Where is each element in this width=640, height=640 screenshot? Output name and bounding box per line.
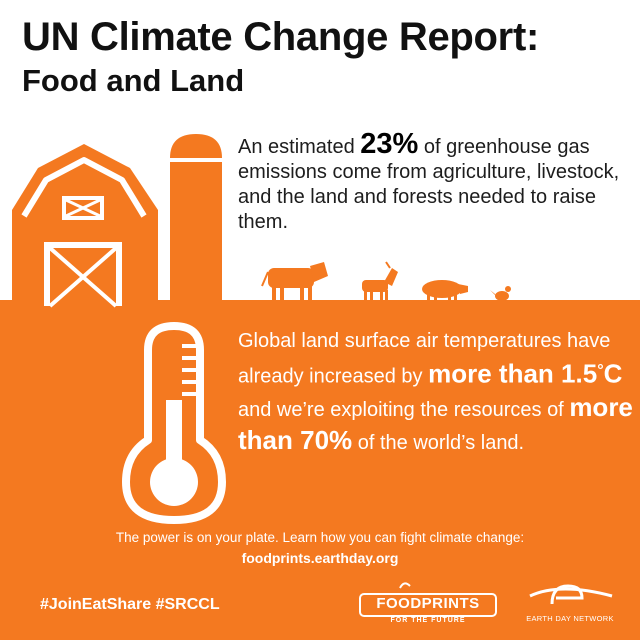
cow-icon	[261, 262, 328, 301]
temperature-emph-1: more than 1.5	[428, 358, 598, 389]
earth-day-network-logo: EARTH DAY NETWORK	[526, 614, 614, 623]
emissions-text-post: of greenhouse gas emissions come from ag…	[238, 136, 620, 233]
thermometer-icon	[122, 322, 226, 524]
emissions-stat: 23%	[360, 128, 419, 160]
temperature-emph-2: C	[603, 358, 623, 389]
chicken-icon	[490, 286, 511, 301]
emissions-text-pre: An estimated	[238, 136, 355, 158]
orange-panel	[0, 300, 640, 640]
temperature-text-2: and we’re exploiting the resources of	[238, 398, 564, 421]
foodprints-logo-icon	[359, 582, 497, 617]
call-to-action: The power is on your plate. Learn how yo…	[0, 528, 640, 569]
emissions-text: An estimated 23% of greenhouse gas emiss…	[238, 130, 632, 235]
barn-icon	[12, 144, 158, 308]
page-title: UN Climate Change Report:	[22, 15, 539, 59]
hashtags: #JoinEatShare #SRCCL	[40, 596, 220, 613]
page-subtitle: Food and Land	[22, 63, 245, 98]
foodprints-tagline: FOR THE FUTURE	[390, 617, 466, 624]
foodprints-logo: FOODPRINTS	[376, 595, 480, 612]
cta-url-link[interactable]: foodprints.earthday.org	[241, 550, 399, 566]
earth-day-network-logo-icon	[529, 584, 613, 605]
land-stat: more than 70%	[238, 391, 633, 455]
degree-symbol: °	[597, 362, 604, 379]
pig-icon	[422, 280, 468, 302]
silo-icon	[170, 134, 222, 302]
cta-line: The power is on your plate. Learn how yo…	[115, 530, 525, 545]
temperature-text: Global land surface air temperatures hav…	[238, 326, 634, 458]
goat-icon	[362, 261, 398, 302]
temperature-text-1: Global land surface air temperatures hav…	[238, 330, 611, 388]
temperature-text-3: of the world’s land.	[357, 431, 525, 454]
